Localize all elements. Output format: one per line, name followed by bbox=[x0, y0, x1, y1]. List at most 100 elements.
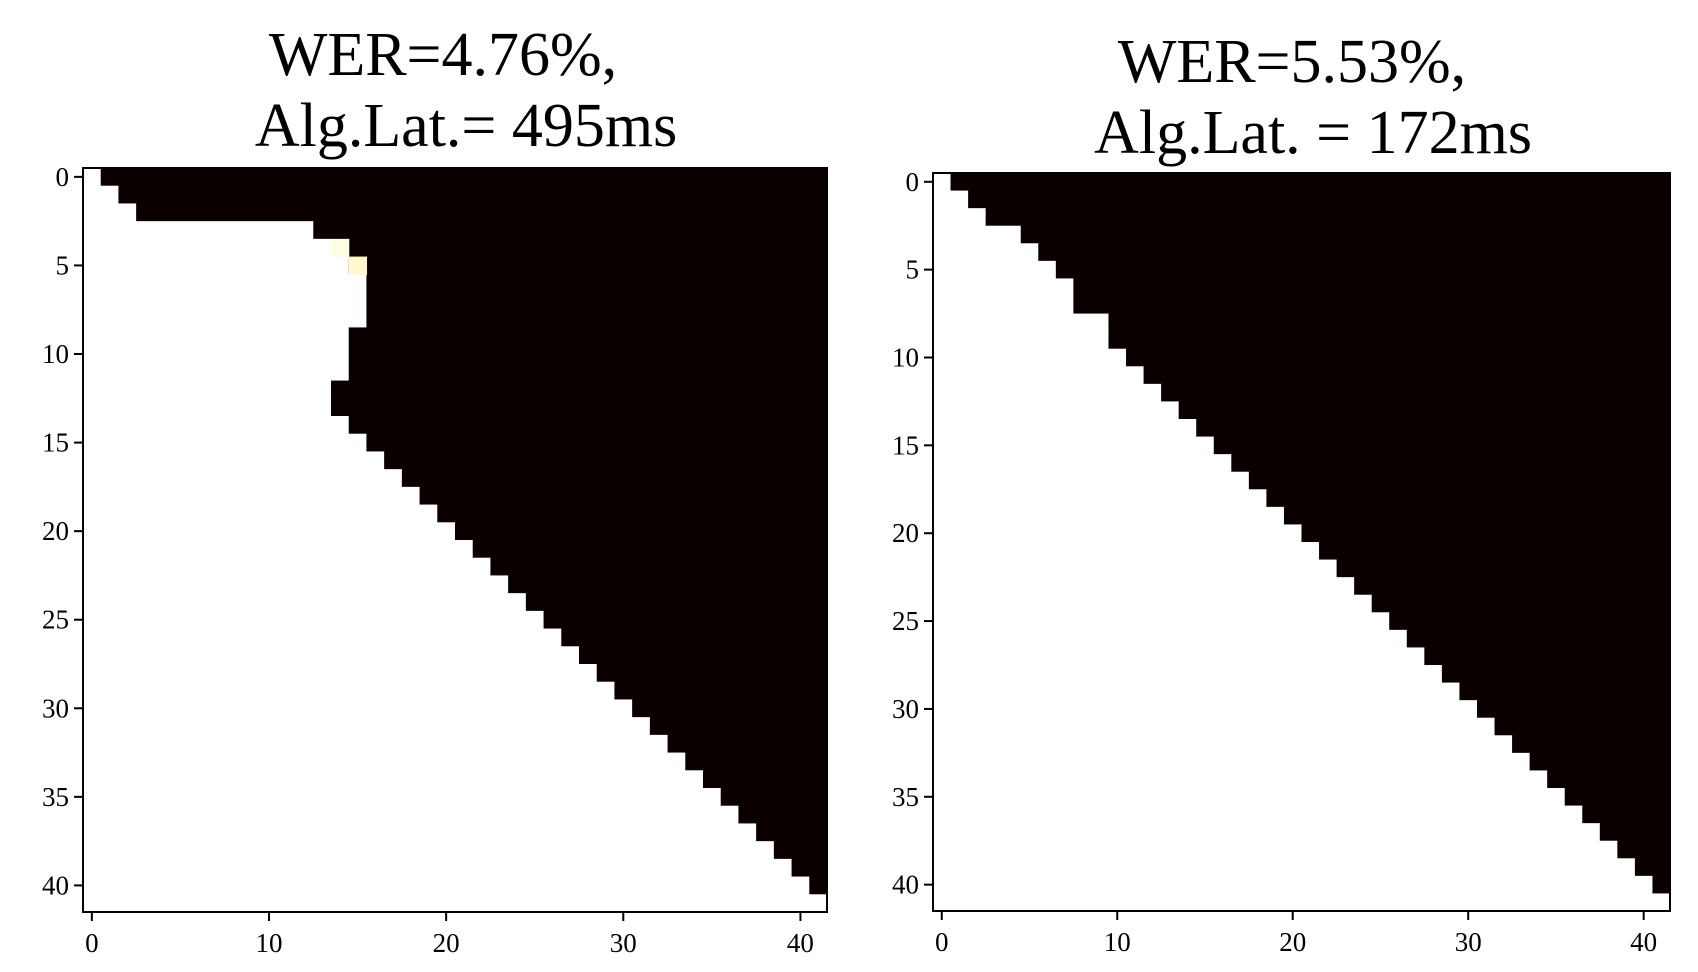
heatmap-row-0-attended bbox=[933, 173, 952, 192]
heatmap-row-20-attended bbox=[83, 522, 456, 541]
heatmap-row-27-masked bbox=[1424, 647, 1671, 666]
y-tick-label-30: 30 bbox=[892, 694, 919, 724]
heatmap-row-27-masked bbox=[579, 646, 828, 665]
heatmap-row-29-attended bbox=[83, 681, 616, 701]
x-tick-label-40: 40 bbox=[787, 928, 814, 958]
heatmap-row-35-masked bbox=[720, 788, 828, 807]
heatmap-row-7-masked bbox=[366, 292, 828, 311]
heatmap-row-29-masked bbox=[1459, 682, 1671, 701]
heatmap-row-4-masked bbox=[1038, 243, 1671, 262]
heatmap-row-39-masked bbox=[1634, 858, 1671, 877]
heatmap-row-15-masked bbox=[1213, 436, 1671, 455]
heatmap-row-38-attended bbox=[933, 840, 1618, 859]
heatmap-row-18-attended bbox=[83, 486, 421, 506]
heatmap-row-14-attended bbox=[83, 416, 350, 435]
heatmap-row-32-attended bbox=[83, 734, 669, 754]
heatmap-row-14-masked bbox=[348, 416, 828, 435]
heatmap-row-33-attended bbox=[933, 752, 1531, 772]
heatmap-row-14-attended bbox=[933, 419, 1197, 438]
y-tick-label-40: 40 bbox=[42, 870, 69, 900]
heatmap-row-37-attended bbox=[933, 823, 1601, 842]
heatmap-row-8-attended bbox=[83, 309, 368, 329]
y-tick-label-35: 35 bbox=[892, 782, 919, 812]
y-tick-label-30: 30 bbox=[42, 693, 69, 723]
heatmap-row-19-masked bbox=[1283, 506, 1671, 526]
heatmap-row-13-masked bbox=[1178, 401, 1671, 420]
heatmap-row-41-attended bbox=[933, 893, 1671, 912]
heatmap-row-30-attended bbox=[933, 700, 1478, 719]
heatmap-row-20-masked bbox=[455, 522, 828, 541]
heatmap-row-11-masked bbox=[1143, 366, 1671, 385]
heatmap-row-35-masked bbox=[1564, 788, 1671, 807]
heatmap-row-28-masked bbox=[596, 664, 828, 683]
heatmap-row-15-attended bbox=[933, 436, 1215, 455]
x-tick-label-10: 10 bbox=[1104, 927, 1131, 957]
heatmap-row-40-masked bbox=[1652, 875, 1671, 895]
x-tick-label-10: 10 bbox=[256, 928, 283, 958]
heatmap-row-12-attended bbox=[933, 383, 1162, 403]
heatmap-row-9-attended bbox=[83, 327, 350, 346]
heatmap-row-17-attended bbox=[83, 469, 403, 488]
heatmap-row-34-masked bbox=[1547, 770, 1671, 789]
heatmap-row-30-attended bbox=[83, 699, 633, 718]
heatmap-row-10-attended bbox=[933, 348, 1127, 367]
heatmap-row-22-attended bbox=[83, 557, 492, 577]
heatmap-row-31-attended bbox=[83, 717, 651, 736]
y-tick-label-20: 20 bbox=[42, 516, 69, 546]
heatmap-row-3-masked bbox=[313, 221, 828, 240]
heatmap-row-22-masked bbox=[490, 557, 828, 577]
heatmap-row-6-attended bbox=[83, 274, 368, 293]
heatmap-row-15-attended bbox=[83, 433, 368, 453]
heatmap-row-5-attended bbox=[83, 256, 350, 275]
heatmap-row-13-attended bbox=[933, 401, 1180, 420]
heatmap-row-36-attended bbox=[933, 805, 1583, 824]
heatmap-row-19-masked bbox=[437, 504, 828, 523]
y-tick-label-20: 20 bbox=[892, 518, 919, 548]
heatmap-row-25-attended bbox=[83, 610, 545, 630]
heatmap-row-4-masked bbox=[331, 238, 828, 258]
heatmap-row-31-attended bbox=[933, 717, 1496, 736]
heatmap-row-3-masked bbox=[1020, 225, 1671, 244]
heatmap-row-2-attended bbox=[83, 203, 137, 222]
heatmap-row-25-attended bbox=[933, 612, 1390, 631]
heatmap-row-10-attended bbox=[83, 345, 350, 364]
y-tick-label-15: 15 bbox=[892, 430, 919, 460]
heatmap-row-17-masked bbox=[1248, 471, 1671, 490]
heatmap-row-38-masked bbox=[773, 841, 828, 860]
x-tick-label-20: 20 bbox=[433, 928, 460, 958]
heatmap-row-35-attended bbox=[933, 788, 1566, 807]
heatmap-row-12-masked bbox=[331, 380, 828, 399]
axes-frame bbox=[932, 172, 1671, 912]
heatmap-row-4-attended bbox=[83, 238, 332, 258]
heatmap-row-38-masked bbox=[1617, 840, 1671, 859]
y-tick-label-25: 25 bbox=[42, 605, 69, 635]
heatmap-row-3-attended bbox=[83, 221, 314, 240]
y-tick-label-0: 0 bbox=[906, 167, 920, 197]
heatmap-row-19-attended bbox=[933, 506, 1285, 526]
heatmap-row-16-attended bbox=[83, 451, 385, 470]
x-tick-label-30: 30 bbox=[610, 928, 637, 958]
heatmap-row-4-attended bbox=[933, 243, 1039, 262]
heatmap-row-17-attended bbox=[933, 471, 1250, 490]
heatmap-row-21-masked bbox=[1319, 542, 1671, 561]
left-heatmap-panel: WER=4.76%, Alg.Lat.= 495ms 0 10 20 30 40 0 5 10… bbox=[42, 21, 828, 958]
axes-frame bbox=[82, 167, 828, 913]
heatmap-row-30-masked bbox=[632, 699, 828, 718]
heatmap-row-33-masked bbox=[685, 752, 828, 771]
y-tick-label-0: 0 bbox=[56, 162, 70, 192]
heatmap-row-0-masked bbox=[950, 173, 1671, 192]
right-heatmap-panel: WER=5.53%, Alg.Lat. = 172ms 0 10 20 30 40 0 5 1… bbox=[892, 28, 1671, 957]
heatmap-row-9-attended bbox=[933, 331, 1110, 350]
heatmap-row-10-masked bbox=[348, 345, 828, 364]
heatmap-row-10-masked bbox=[1126, 348, 1671, 367]
heatmap-row-39-attended bbox=[83, 858, 793, 878]
heatmap-row-24-masked bbox=[525, 593, 828, 612]
heatmap-row-23-masked bbox=[1354, 577, 1671, 596]
heatmap-row-40-masked bbox=[809, 876, 828, 895]
heatmap-cell-5-15 bbox=[348, 256, 368, 275]
heatmap-row-9-masked bbox=[348, 327, 828, 346]
x-tick-label-30: 30 bbox=[1455, 927, 1482, 957]
heatmap-row-33-masked bbox=[1529, 752, 1671, 772]
x-tick-label-0: 0 bbox=[85, 928, 99, 958]
